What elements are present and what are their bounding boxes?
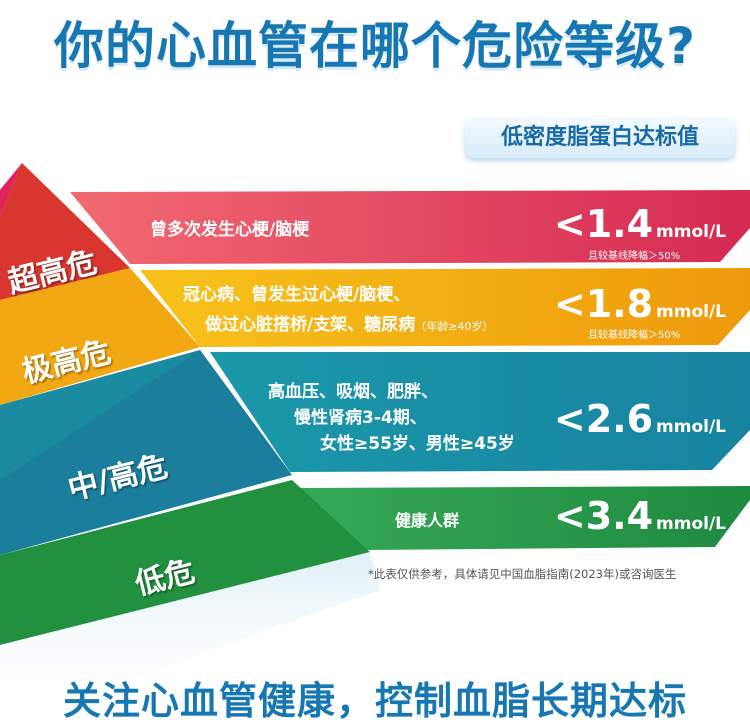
pyramid-very-high: [0, 268, 200, 405]
band-low: [300, 486, 750, 550]
band-mid-high: [210, 352, 750, 472]
desc-mid-high-line3: 女性≥55岁、男性≥45岁: [320, 434, 515, 454]
slogan: 关注心血管健康，控制血脂长期达标: [62, 679, 687, 723]
value-low: <3.4 mmol/L: [553, 494, 726, 538]
ldl-target-badge: 低密度脂蛋白达标值: [465, 118, 735, 158]
note-very-high: 且较基线降幅＞50%: [588, 330, 681, 341]
pyramid-top: [0, 163, 130, 300]
band-very-high-plus: [70, 190, 750, 264]
desc-very-high-line2: 做过心脏搭桥/支架、糖尿病（年龄≥40岁）: [205, 315, 494, 335]
desc-mid-high-line1: 高血压、吸烟、肥胖、: [268, 382, 438, 402]
pyramid-low: [0, 480, 370, 645]
desc-low: 健康人群: [395, 511, 460, 530]
value-very-high: <1.8 mmol/L: [553, 282, 726, 326]
value-mid-high: <2.6 mmol/L: [553, 397, 726, 441]
footnote: *此表仅供参考，具体请见中国血脂指南(2023年)或咨询医生: [368, 567, 677, 581]
desc-very-high-plus: 曾多次发生心梗/脑梗: [150, 220, 310, 240]
desc-mid-high-line2: 慢性肾病3-4期、: [294, 408, 427, 428]
band-very-high: [140, 268, 750, 347]
note-very-high-plus: 且较基线降幅＞50%: [588, 251, 681, 262]
desc-very-high-line1: 冠心病、曾发生过心梗/脑梗、: [183, 285, 411, 305]
value-very-high-plus: <1.4 mmol/L: [553, 202, 726, 246]
page-title: 你的心血管在哪个危险等级?: [53, 17, 696, 75]
